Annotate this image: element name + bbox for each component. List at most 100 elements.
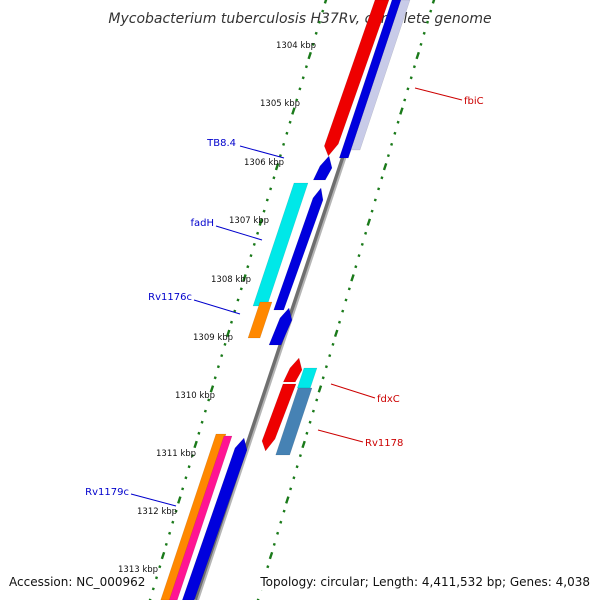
minor-tick (390, 142, 394, 146)
minor-tick (304, 65, 308, 69)
minor-tick (249, 254, 253, 258)
major-tick (301, 440, 306, 449)
kbp-label: 1309 kbp (193, 333, 233, 343)
gene-fbic-blue[interactable] (338, 0, 402, 159)
major-tick (209, 385, 215, 393)
minor-tick (213, 376, 217, 380)
minor-tick (184, 476, 188, 480)
minor-tick (344, 298, 348, 302)
minor-tick (203, 409, 207, 413)
minor-tick (282, 142, 286, 146)
footer-backing (7, 574, 148, 590)
major-tick (382, 163, 388, 171)
minor-tick (429, 9, 433, 13)
footer-backing (257, 574, 592, 590)
gene-rv1179c-blue[interactable] (182, 437, 248, 600)
inner-tick-track (148, 0, 329, 600)
minor-tick (425, 20, 430, 24)
minor-tick (337, 320, 342, 324)
gene-label-tb84[interactable]: TB8.4 (206, 138, 236, 149)
gene-label-rv1179c[interactable]: Rv1179c (85, 487, 129, 498)
gene-label-fbic[interactable]: fbiC (464, 96, 484, 107)
major-tick (350, 274, 355, 282)
minor-tick (295, 465, 299, 469)
minor-tick (315, 398, 319, 402)
gene-tb84-blue[interactable] (312, 155, 333, 181)
kbp-label: 1312 kbp (137, 507, 177, 517)
minor-tick (311, 42, 315, 46)
minor-tick (174, 509, 178, 513)
minor-tick (328, 354, 332, 358)
gene-fbic-red[interactable] (324, 0, 390, 157)
minor-tick (354, 265, 358, 269)
major-tick (242, 274, 247, 282)
minor-tick (295, 98, 299, 102)
minor-tick (265, 198, 269, 202)
minor-tick (409, 76, 413, 80)
minor-tick (216, 365, 220, 369)
gene-callouts: fbiC TB8.4 fadH Rv1176c fdxC Rv1178 Rv1179c (85, 87, 484, 507)
minor-tick (158, 565, 162, 569)
gene-rv1179c-orange[interactable] (160, 433, 227, 600)
minor-tick (256, 231, 260, 235)
minor-tick (223, 342, 227, 346)
minor-tick (171, 520, 175, 524)
gene-label-rv1176c[interactable]: Rv1176c (148, 292, 192, 303)
minor-tick (190, 454, 194, 458)
gene-label-rv1178[interactable]: Rv1178 (365, 438, 403, 449)
minor-tick (262, 209, 266, 213)
minor-tick (236, 298, 240, 302)
minor-tick (419, 42, 423, 46)
minor-tick (317, 20, 322, 24)
gene-fadh-blue[interactable] (273, 187, 324, 311)
minor-tick (406, 87, 410, 91)
kbp-label: 1306 kbp (244, 158, 284, 168)
minor-tick (298, 454, 302, 458)
major-tick (399, 107, 404, 115)
gene-rv1178-steel[interactable] (275, 387, 313, 456)
gene-label-fadh[interactable]: fadH (190, 218, 214, 229)
major-tick (274, 163, 280, 171)
kbp-label: 1307 kbp (229, 216, 269, 226)
minor-tick (207, 398, 211, 402)
minor-tick (288, 120, 292, 124)
major-tick (177, 496, 182, 504)
minor-tick (422, 31, 426, 35)
gene-rv1176c-orange[interactable] (247, 301, 273, 339)
kbp-label: 1304 kbp (276, 41, 316, 51)
minor-tick (314, 31, 318, 35)
minor-tick (168, 531, 172, 535)
minor-tick (220, 354, 224, 358)
gene-rv1178-red[interactable] (261, 383, 297, 452)
gene-fdxc-red[interactable] (282, 357, 303, 383)
outer-tick-track (256, 0, 437, 600)
minor-tick (256, 598, 260, 600)
minor-tick (377, 187, 381, 191)
gene-label-fdxc[interactable]: fdxC (377, 394, 400, 405)
major-tick (268, 551, 274, 560)
kbp-label: 1305 kbp (260, 99, 300, 109)
minor-tick (266, 565, 270, 569)
gene-rv1176c-blue[interactable] (268, 307, 293, 346)
gene-rv1179c-pink[interactable] (169, 435, 233, 600)
callout-line (414, 87, 463, 101)
major-tick (285, 496, 290, 504)
minor-tick (396, 120, 400, 124)
minor-tick (308, 420, 312, 424)
accession-text: Accession: NC_000962 (9, 575, 145, 589)
minor-tick (197, 431, 201, 435)
minor-tick (347, 287, 351, 291)
minor-tick (269, 187, 273, 191)
major-tick (160, 551, 166, 560)
minor-tick (364, 231, 368, 235)
minor-tick (321, 9, 325, 13)
minor-tick (187, 465, 191, 469)
major-tick (333, 329, 339, 337)
gene-fbic-fade[interactable] (350, 0, 411, 151)
major-tick (366, 218, 372, 226)
minor-tick (393, 131, 397, 135)
minor-tick (298, 87, 302, 91)
kbp-label: 1310 kbp (175, 391, 215, 401)
minor-tick (370, 209, 374, 213)
minor-tick (305, 431, 309, 435)
